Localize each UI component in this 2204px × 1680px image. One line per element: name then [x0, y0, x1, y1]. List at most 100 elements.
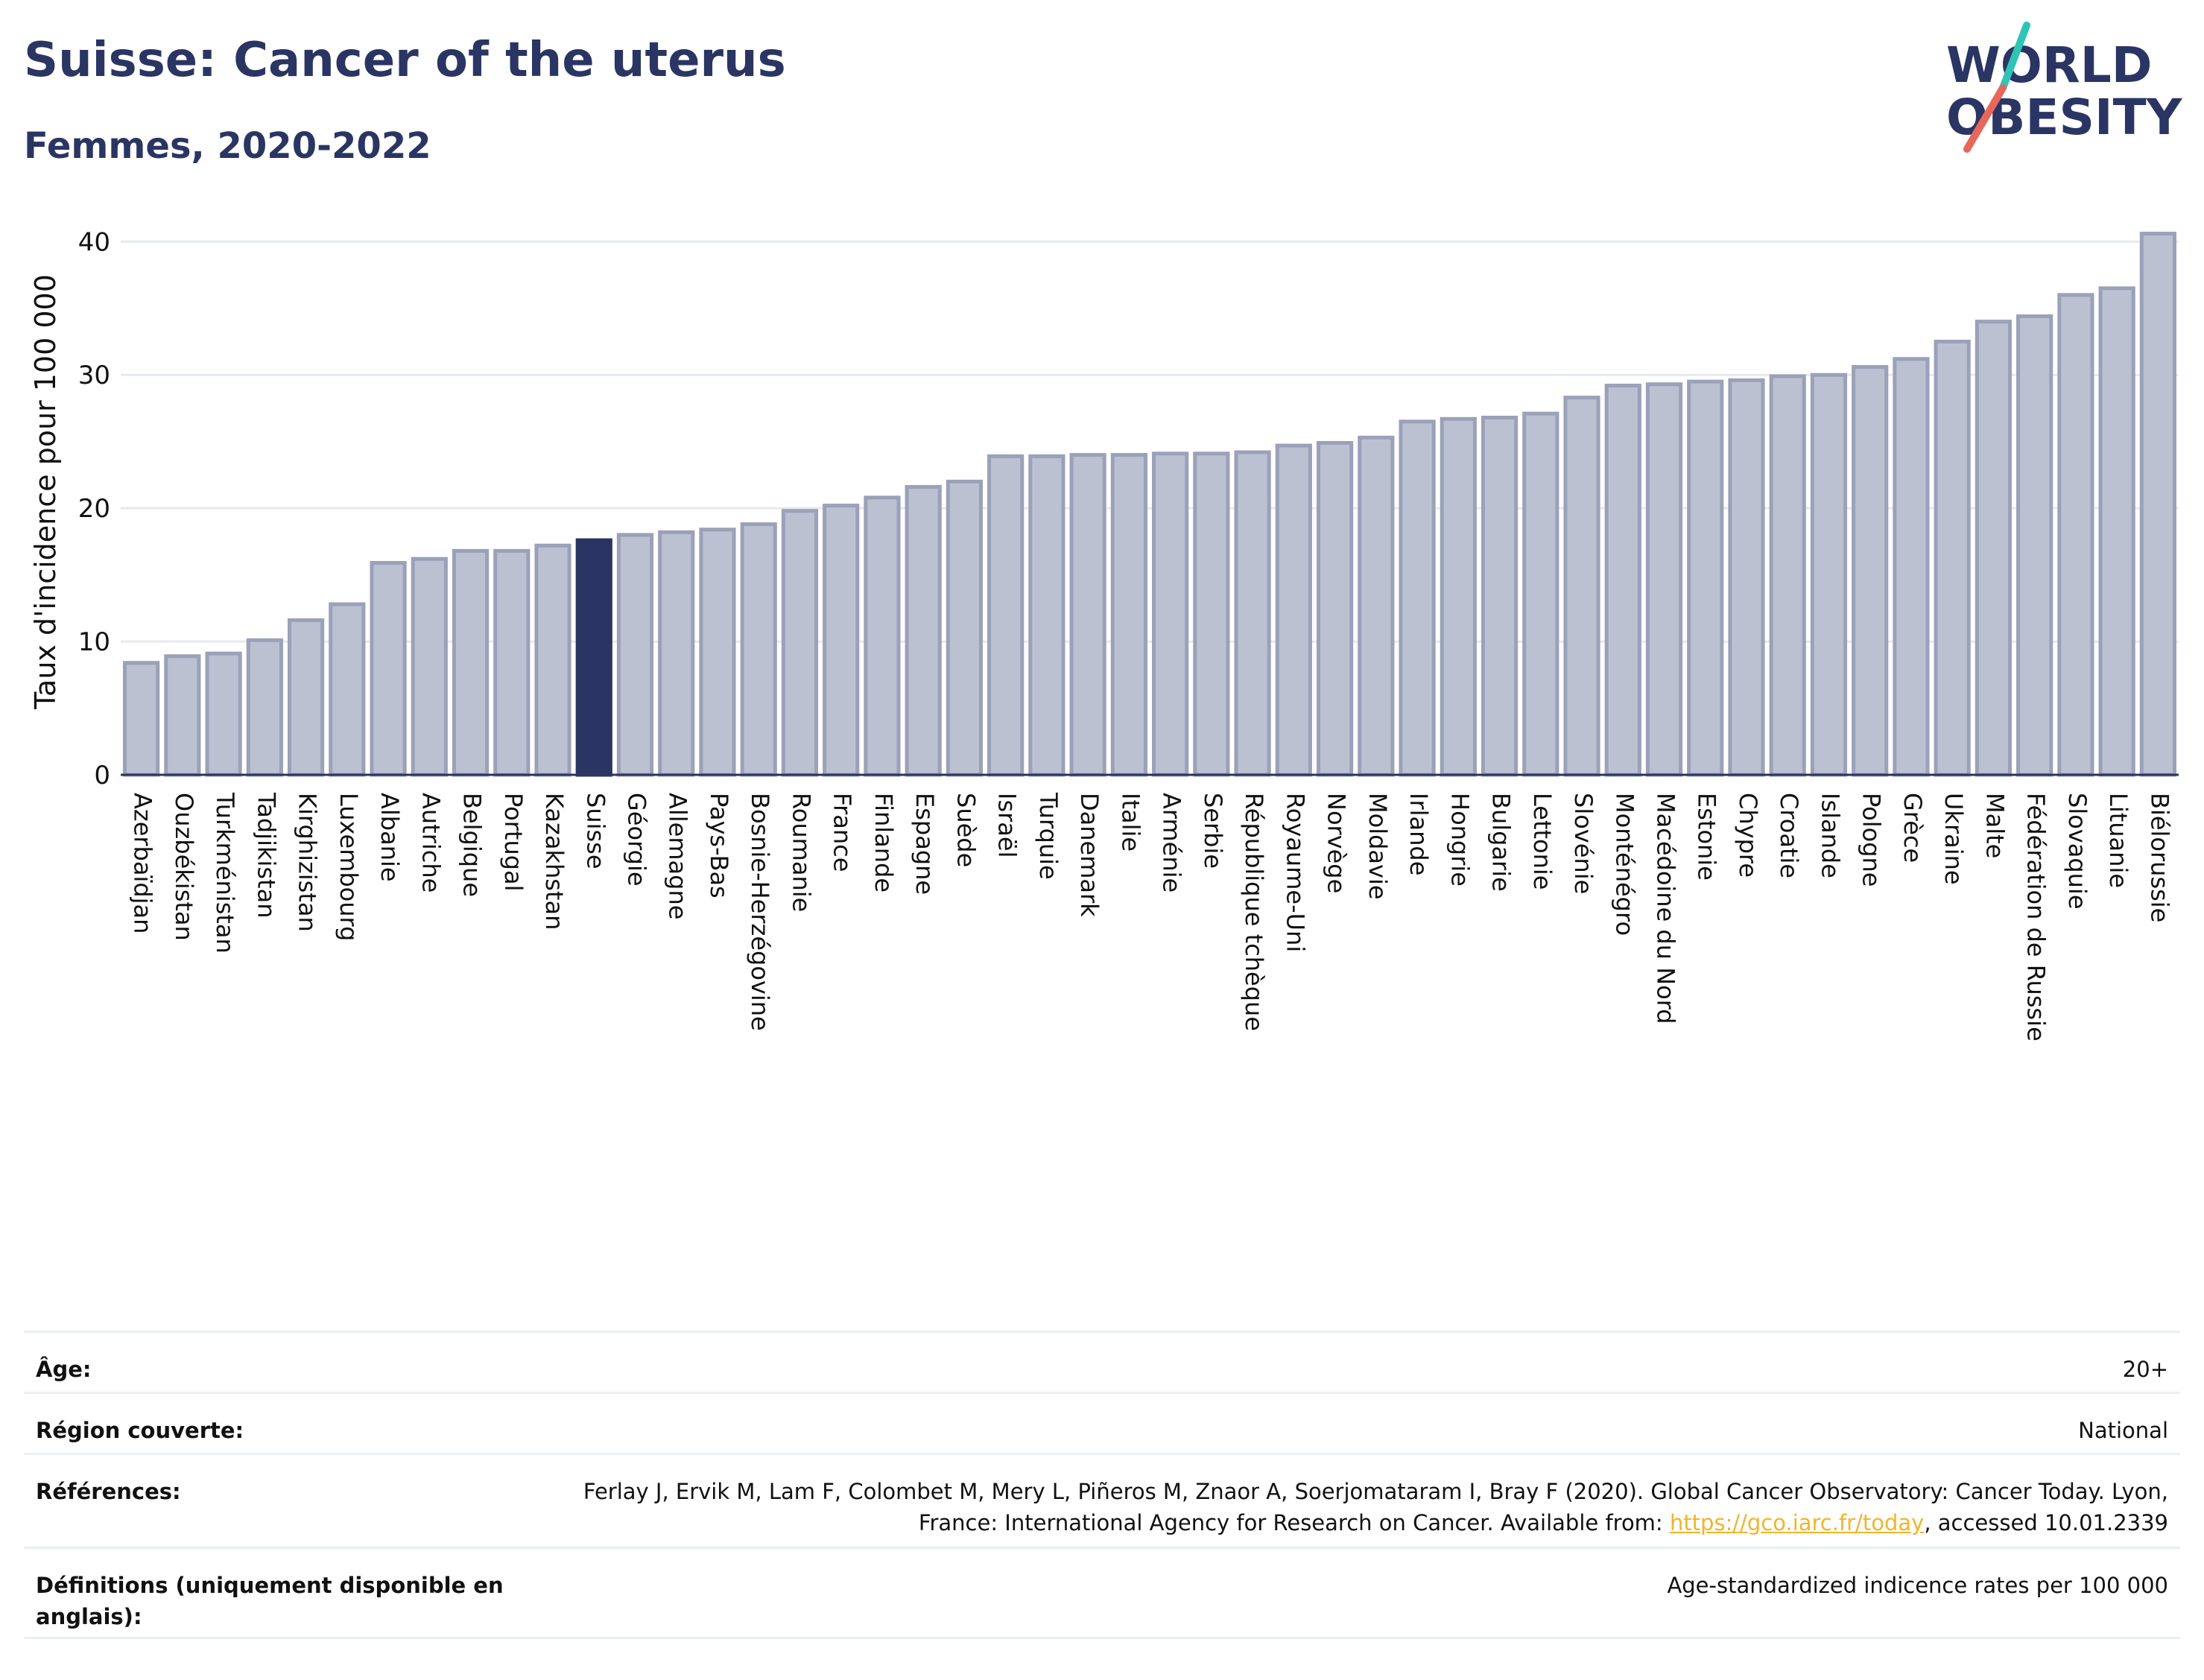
- x-tick-label: Norvège: [1323, 793, 1351, 893]
- x-tick-label: Pologne: [1858, 793, 1886, 887]
- x-tick-labels: Azerbaïdjan Ouzbékistan Turkménistan Tadjik…: [129, 792, 2174, 1042]
- page-subtitle: Femmes, 2020-2022: [24, 125, 431, 167]
- x-tick-label: Islande: [1816, 793, 1844, 878]
- bar: [123, 661, 160, 777]
- x-tick-label: Portugal: [499, 793, 528, 892]
- bar: [2016, 314, 2053, 777]
- info-value: Ferlay J, Ervik M, Lam F, Colombet M, Me…: [566, 1476, 2168, 1538]
- bar: [164, 654, 201, 777]
- bar: [1604, 384, 1641, 777]
- x-tick-label: Tadjikistan: [252, 792, 280, 918]
- x-tick-label: Croatie: [1775, 793, 1803, 878]
- x-tick-label: Moldavie: [1364, 793, 1392, 900]
- bar: [823, 504, 860, 777]
- x-tick-label: Monténégro: [1610, 793, 1638, 936]
- bar: [1687, 379, 1724, 777]
- y-axis-title: Taux d'incidence pour 100 000: [29, 274, 62, 710]
- x-tick-label: Arménie: [1158, 793, 1186, 893]
- info-row-definitions: Définitions (uniquement disponible en an…: [24, 1547, 2180, 1639]
- info-value: Age-standardized indicence rates per 100…: [1667, 1573, 2168, 1598]
- x-tick-label: Chypre: [1734, 793, 1762, 878]
- bar: [987, 454, 1025, 777]
- bar: [1069, 453, 1106, 777]
- bar: [864, 495, 901, 777]
- bar: [699, 527, 736, 777]
- x-tick-label: Irlande: [1405, 793, 1433, 875]
- x-tick-label: Bulgarie: [1487, 793, 1516, 892]
- bar: [2098, 286, 2135, 777]
- bar-chart: 0 10 20 30 40 Azerbaïdjan Ouzbékistan Turkméni…: [29, 227, 2179, 1042]
- reference-accessed: , accessed 10.01.2339: [1924, 1510, 2168, 1535]
- bar: [1769, 374, 1806, 777]
- x-tick-label: Luxembourg: [335, 793, 363, 941]
- bar: [1193, 451, 1230, 777]
- info-label: Définitions (uniquement disponible en an…: [36, 1573, 504, 1629]
- bar: [329, 602, 366, 777]
- bar: [2057, 293, 2094, 777]
- bar: [205, 651, 242, 777]
- reference-link[interactable]: https://gco.iarc.fr/today: [1669, 1510, 1925, 1535]
- bar: [616, 533, 654, 777]
- x-tick-label: Lituanie: [2104, 793, 2132, 888]
- bars: [123, 232, 2176, 777]
- x-tick-label: Ukraine: [1939, 793, 1968, 885]
- bar: [1275, 443, 1312, 777]
- bar: [1316, 440, 1354, 777]
- x-tick-label: République tchèque: [1240, 793, 1268, 1031]
- x-tick-label: Royaume-Uni: [1281, 793, 1309, 952]
- info-label: Région couverte:: [36, 1418, 244, 1443]
- bar-highlighted: [575, 538, 612, 777]
- x-tick-label: Malte: [1980, 793, 2009, 858]
- x-tick-label: France: [829, 793, 857, 872]
- bar: [2139, 232, 2176, 777]
- svg-text:WORLD: WORLD: [1946, 37, 2153, 94]
- x-tick-label: Hongrie: [1445, 793, 1474, 887]
- bar: [1522, 411, 1559, 777]
- bar: [1810, 373, 1848, 777]
- x-tick-label: Israël: [993, 793, 1022, 858]
- bar: [287, 618, 325, 777]
- x-tick-label: Estonie: [1693, 793, 1721, 881]
- x-tick-label: Turkménistan: [211, 792, 239, 954]
- y-tick-label: 0: [94, 761, 110, 790]
- x-tick-label: Suisse: [581, 793, 609, 869]
- x-tick-label: Ouzbékistan: [170, 793, 198, 941]
- x-tick-label: Kirghizistan: [294, 793, 322, 932]
- x-tick-label: Turquie: [1034, 792, 1063, 880]
- info-label: Âge:: [36, 1357, 92, 1382]
- info-value: 20+: [2122, 1357, 2168, 1382]
- x-tick-label: Macédoine du Nord: [1652, 793, 1680, 1024]
- x-tick-label: Pays-Bas: [705, 793, 733, 898]
- info-row-region: Région couverte: National: [24, 1392, 2180, 1453]
- bar: [740, 522, 777, 777]
- x-tick-label: Slovaquie: [2063, 793, 2091, 910]
- world-obesity-logo: WORLD OBESITY: [1937, 21, 2183, 155]
- bar: [1358, 435, 1395, 777]
- info-label: Références:: [36, 1479, 181, 1504]
- bar: [946, 479, 984, 777]
- y-tick-label: 40: [78, 227, 110, 257]
- bar: [1563, 396, 1600, 777]
- bar: [1975, 320, 2013, 777]
- bar: [1399, 419, 1436, 777]
- x-tick-label: Biélorussie: [2145, 793, 2173, 922]
- x-tick-label: Italie: [1116, 793, 1144, 852]
- x-tick-label: Allemagne: [664, 793, 692, 919]
- bar: [1934, 340, 1971, 777]
- bar: [1481, 415, 1519, 777]
- bar: [1852, 365, 1889, 777]
- y-tick-label: 20: [78, 494, 110, 524]
- x-tick-label: Slovénie: [1569, 793, 1597, 894]
- x-tick-label: Suède: [951, 793, 980, 867]
- bar: [370, 561, 407, 777]
- x-tick-label: Danemark: [1075, 793, 1103, 917]
- x-tick-label: Lettonie: [1528, 793, 1557, 890]
- bar: [781, 509, 819, 777]
- bar: [658, 530, 695, 777]
- x-tick-label: Serbie: [1199, 793, 1227, 869]
- info-row-age: Âge: 20+: [24, 1331, 2180, 1392]
- bar: [1028, 454, 1065, 777]
- bar: [1440, 416, 1477, 777]
- bar: [1645, 382, 1683, 777]
- bar: [493, 548, 531, 777]
